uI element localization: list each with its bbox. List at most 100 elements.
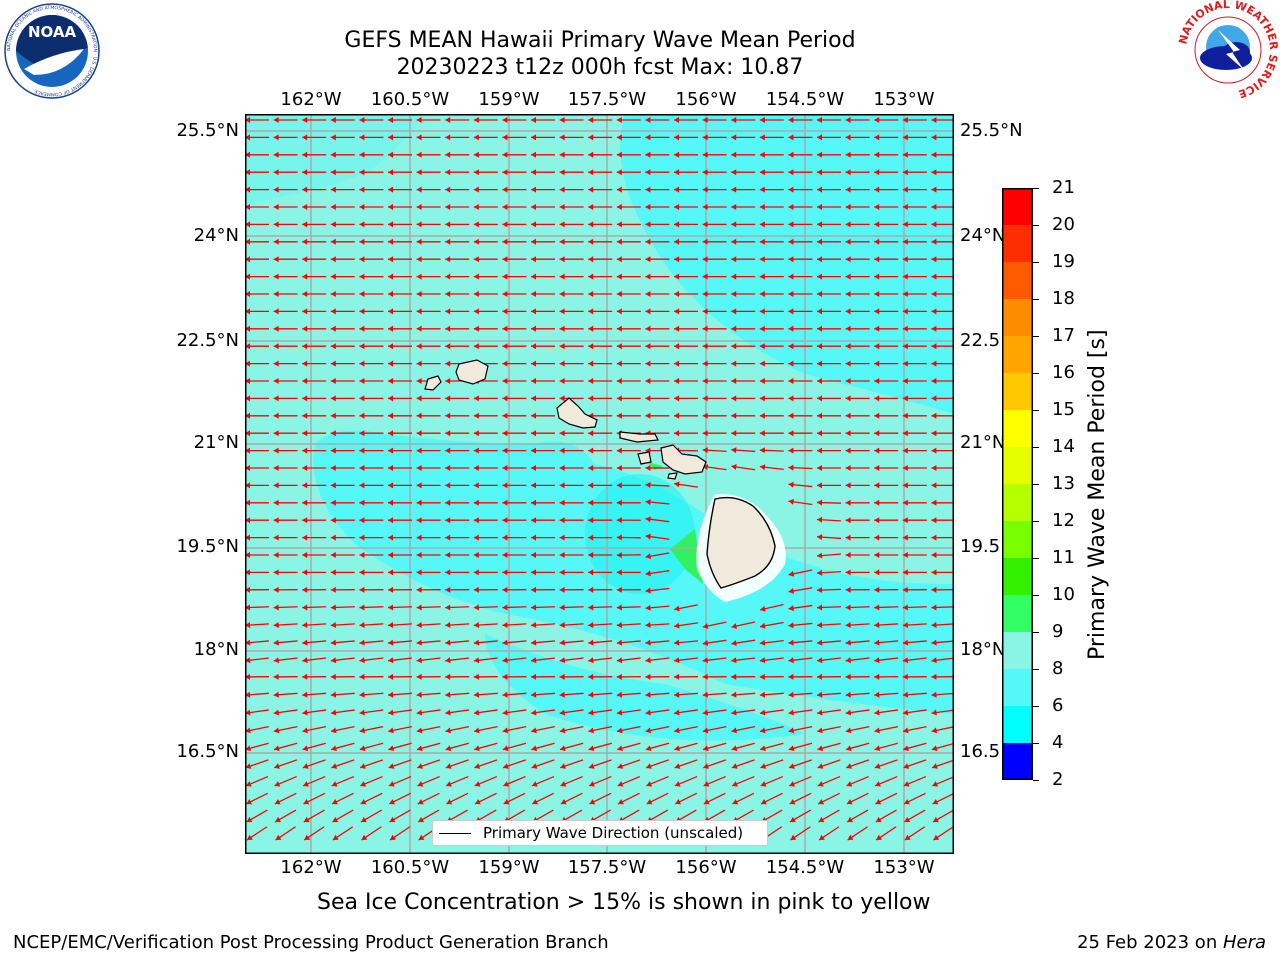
wave-direction-arrowhead xyxy=(616,465,622,471)
wave-direction-arrowhead xyxy=(330,657,337,664)
wave-direction-arrowhead xyxy=(933,834,940,841)
wave-direction-arrowhead xyxy=(845,117,851,123)
wave-direction-arrowhead xyxy=(617,745,623,752)
wave-direction-arrowhead xyxy=(360,799,367,805)
wave-direction-arrowhead xyxy=(531,325,536,332)
wave-direction-arrowhead xyxy=(731,763,738,769)
wave-direction-arrowhead xyxy=(416,673,422,680)
wave-direction-arrowhead xyxy=(759,709,766,716)
wave-direction-arrowhead xyxy=(531,430,536,437)
wave-direction-arrowhead xyxy=(359,604,365,611)
wave-direction-arrowhead xyxy=(245,604,251,611)
colorbar-swatch xyxy=(1002,373,1033,411)
wave-direction-arrowhead xyxy=(417,763,423,769)
wave-direction-arrowhead xyxy=(731,221,737,228)
period-zone-lee xyxy=(585,474,695,594)
wave-direction-arrowhead xyxy=(645,639,651,646)
wave-direction-arrowhead xyxy=(817,587,823,594)
lon-tick-top: 156°W xyxy=(675,89,737,110)
wave-direction-arrowhead xyxy=(902,291,908,297)
wave-direction-arrowhead xyxy=(817,727,823,734)
wave-direction-arrowhead xyxy=(845,639,851,646)
wave-direction-arrowhead xyxy=(759,622,766,629)
wave-direction-arrowhead xyxy=(330,517,336,524)
wave-direction-arrowhead xyxy=(531,604,537,611)
wave-direction-arrowhead xyxy=(302,291,308,297)
wave-direction-arrowhead xyxy=(759,117,765,123)
wave-direction-arrowhead xyxy=(845,447,851,454)
wave-direction-arrowhead xyxy=(245,117,250,123)
wave-direction-arrowhead xyxy=(559,552,565,558)
wave-direction-arrowhead xyxy=(759,343,765,350)
wave-direction-arrowhead xyxy=(473,343,479,350)
wave-direction-arrowhead xyxy=(874,273,880,280)
wave-direction-arrowhead xyxy=(445,378,451,384)
wave-direction-arrowhead xyxy=(388,186,393,193)
wave-direction-arrowhead xyxy=(245,745,252,752)
wave-direction-arrowhead xyxy=(817,325,822,332)
colorbar-swatch xyxy=(1002,669,1033,707)
footer-date: 25 Feb 2023 on xyxy=(1077,932,1223,953)
wave-direction-arrowhead xyxy=(874,482,880,489)
wave-direction-arrowhead xyxy=(359,412,365,419)
wave-direction-arrowhead xyxy=(702,640,709,646)
wave-direction-arrowhead xyxy=(304,834,311,841)
wave-direction-arrowhead xyxy=(874,517,880,524)
wave-direction-arrowhead xyxy=(302,169,308,176)
wave-direction-arrowhead xyxy=(759,360,765,367)
wave-direction-arrowhead xyxy=(931,447,937,454)
wave-direction-arrowhead xyxy=(588,709,594,716)
wave-direction-arrowhead xyxy=(502,709,508,716)
wave-direction-arrowhead xyxy=(473,534,479,541)
wave-direction-arrowhead xyxy=(245,781,252,787)
wave-direction-arrowhead xyxy=(931,360,937,367)
wave-direction-arrowhead xyxy=(931,709,937,716)
wave-direction-arrowhead xyxy=(874,604,880,611)
wave-direction-arrowhead xyxy=(817,117,822,123)
wave-direction-arrowhead xyxy=(330,465,336,471)
wave-direction-arrowhead xyxy=(359,499,365,506)
wave-direction-arrowhead xyxy=(502,395,508,402)
wave-direction-arrowhead xyxy=(902,325,908,332)
wave-direction-arrowhead xyxy=(475,799,481,805)
wave-direction-arrowhead xyxy=(388,781,395,787)
wave-direction-arrowhead xyxy=(302,117,308,123)
wave-direction-arrowhead xyxy=(645,657,651,664)
wave-direction-arrowhead xyxy=(817,412,822,419)
wave-direction-arrowhead xyxy=(445,763,452,769)
wave-direction-arrowhead xyxy=(788,498,794,505)
wave-direction-arrowhead xyxy=(331,763,338,769)
wave-direction-arrowhead xyxy=(245,204,250,210)
lat-tick-left: 21°N xyxy=(193,432,239,453)
colorbar-tick-label: 9 xyxy=(1052,621,1064,642)
wave-direction-arrowhead xyxy=(616,395,622,402)
wave-direction-arrowhead xyxy=(789,799,796,805)
wave-direction-arrows xyxy=(245,117,954,841)
wave-direction-arrowhead xyxy=(275,834,282,841)
wave-direction-arrowhead xyxy=(702,325,708,332)
wave-direction-arrowhead xyxy=(330,151,336,158)
wave-direction-arrowhead xyxy=(473,204,479,210)
wave-direction-arrowhead xyxy=(759,430,765,437)
wave-direction-arrowhead xyxy=(759,395,765,402)
wave-direction-arrowhead xyxy=(388,552,393,558)
wave-direction-arrowhead xyxy=(902,151,908,158)
wave-direction-arrowhead xyxy=(416,273,422,280)
wave-direction-arrowhead xyxy=(902,517,908,524)
lon-tick-bottom: 159°W xyxy=(478,857,540,878)
wave-direction-arrowhead xyxy=(759,378,765,384)
colorbar-tick-label: 18 xyxy=(1052,288,1075,309)
wave-direction-arrowhead xyxy=(845,238,851,245)
wave-direction-arrowhead xyxy=(445,412,451,419)
wave-direction-arrowhead xyxy=(674,186,679,193)
wave-direction-arrowhead xyxy=(302,657,308,664)
wave-direction-arrowhead xyxy=(445,534,451,541)
wave-direction-arrowhead xyxy=(588,586,594,593)
wave-direction-arrowhead xyxy=(445,657,451,664)
wave-direction-arrowhead xyxy=(931,482,937,489)
wave-direction-arrowhead xyxy=(330,447,336,454)
wave-direction-arrowhead xyxy=(931,657,937,664)
wave-direction-arrowhead xyxy=(674,273,679,280)
wave-direction-arrowhead xyxy=(874,378,880,384)
wave-direction-arrowhead xyxy=(902,639,909,646)
